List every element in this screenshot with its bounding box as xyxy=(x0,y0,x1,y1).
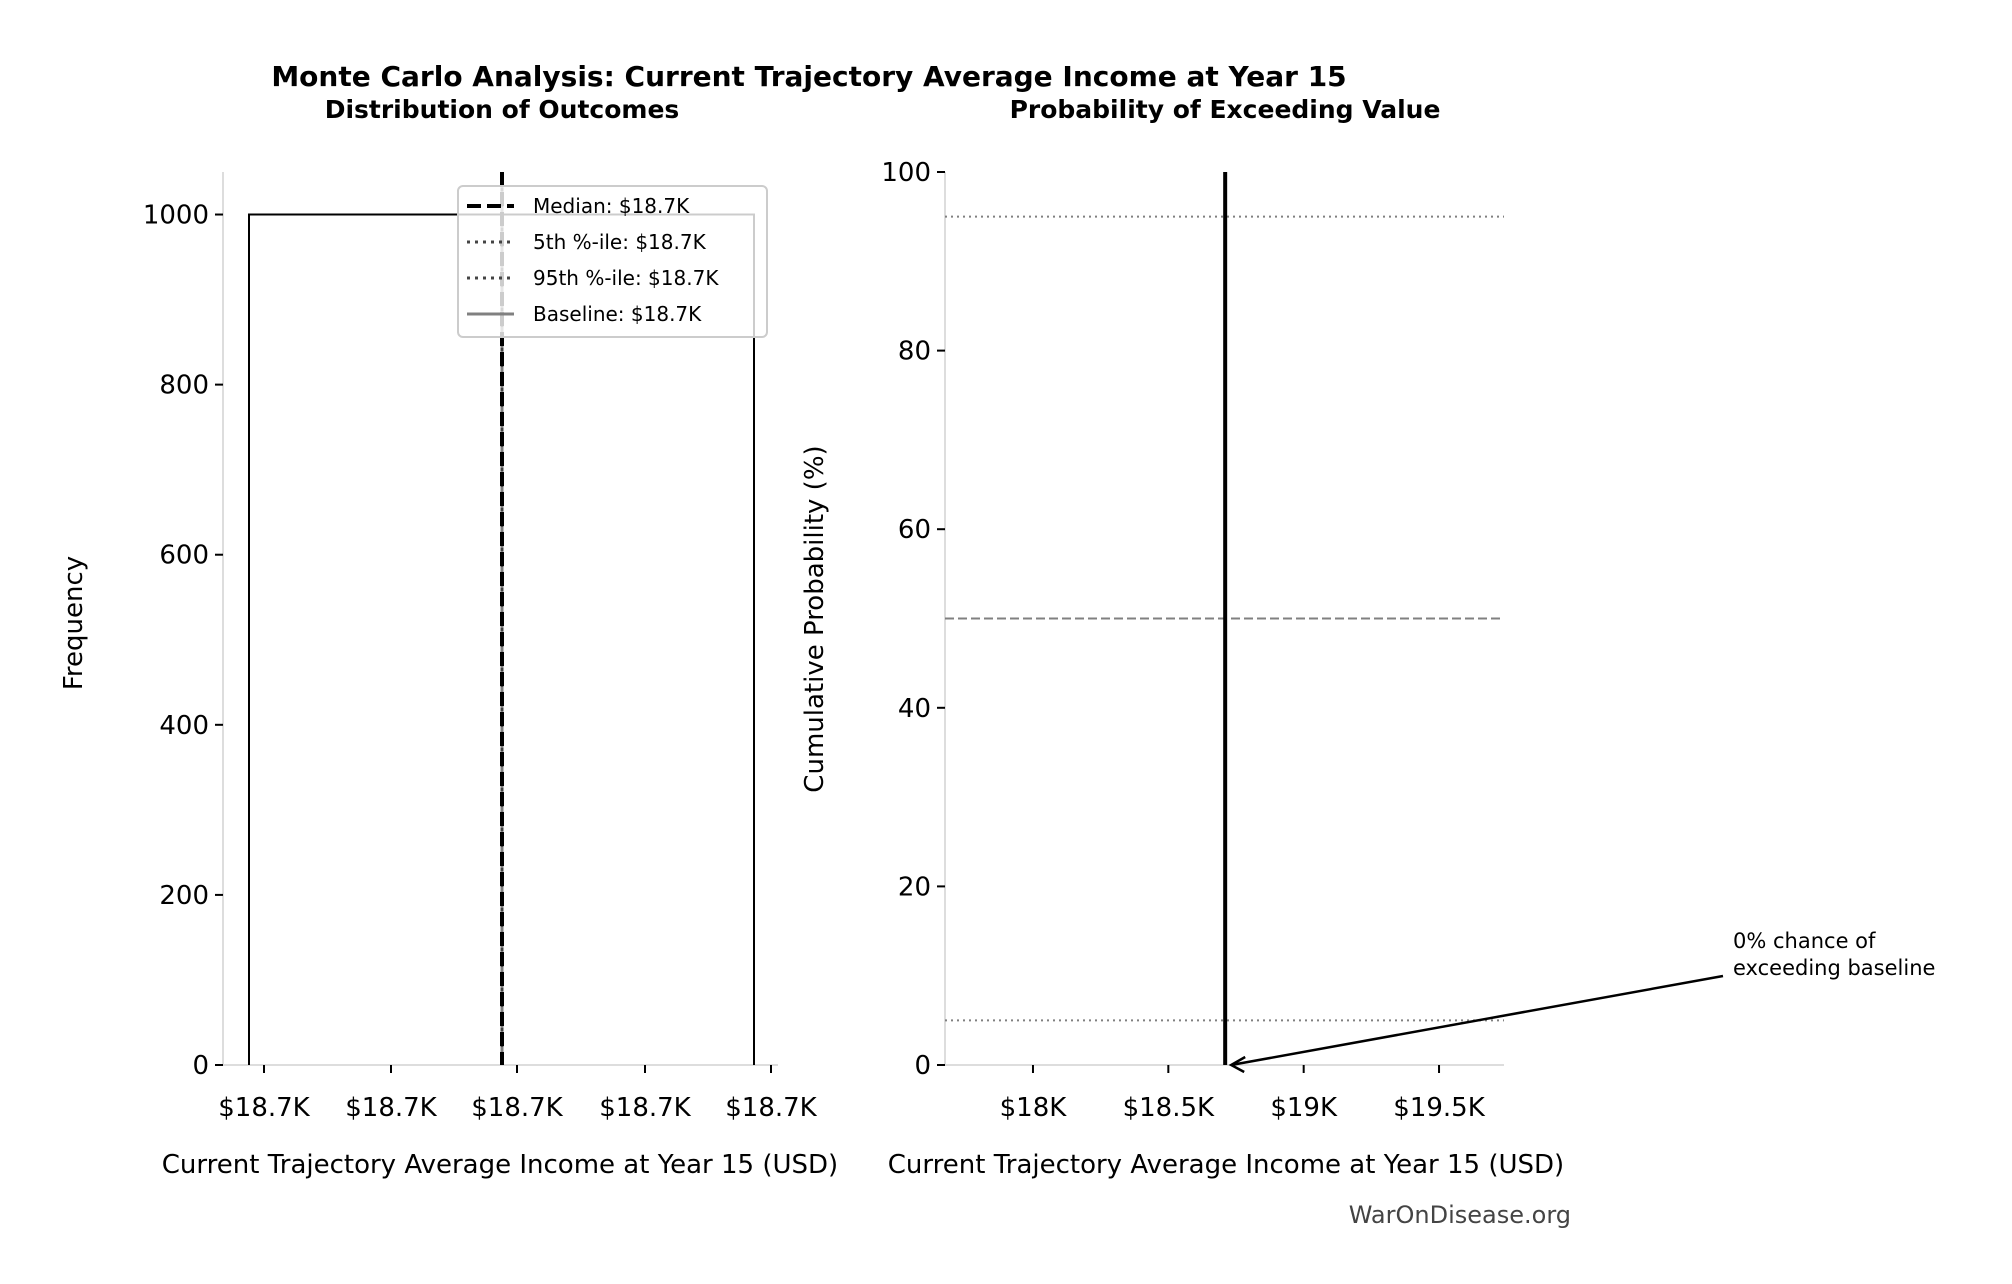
y-tick-label: 40 xyxy=(898,694,931,724)
x-tick-label: $18.7K xyxy=(725,1093,817,1123)
legend-label: Median: $18.7K xyxy=(533,194,690,218)
y-tick-label: 20 xyxy=(898,872,931,902)
y-tick-label: 80 xyxy=(898,337,931,367)
x-tick-label: $18.5K xyxy=(1123,1093,1215,1123)
y-tick-label: 400 xyxy=(159,711,209,741)
x-axis-label: Current Trajectory Average Income at Yea… xyxy=(888,1150,1564,1180)
y-axis-label: Frequency xyxy=(59,556,89,690)
y-tick-label: 600 xyxy=(159,541,209,571)
y-tick-label: 200 xyxy=(159,881,209,911)
legend-box xyxy=(457,185,768,338)
y-tick-label: 1000 xyxy=(143,201,209,231)
figure-title: Monte Carlo Analysis: Current Trajectory… xyxy=(271,60,1346,93)
x-tick-label: $19K xyxy=(1270,1093,1338,1123)
y-tick-label: 0 xyxy=(914,1051,931,1081)
x-tick-label: $18K xyxy=(1000,1093,1068,1123)
x-axis-label: Current Trajectory Average Income at Yea… xyxy=(162,1150,838,1180)
annotation-text: 0% chance of xyxy=(1733,929,1876,953)
y-tick-label: 0 xyxy=(192,1051,209,1081)
annotation-text: exceeding baseline xyxy=(1733,956,1935,980)
x-tick-label: $18.7K xyxy=(471,1093,563,1123)
x-tick-label: $19.5K xyxy=(1393,1093,1485,1123)
legend-label: 95th %-ile: $18.7K xyxy=(533,266,719,290)
legend: Median: $18.7K 5th %-ile: $18.7K 95th %-il… xyxy=(457,185,768,338)
y-tick-label: 60 xyxy=(898,515,931,545)
arrowhead-icon xyxy=(1228,1055,1246,1074)
legend-label: 5th %-ile: $18.7K xyxy=(533,230,707,254)
legend-label: Baseline: $18.7K xyxy=(533,302,702,326)
histogram-axes: 0 200 400 600 800 1000 $18.7K $18.7K $18.7K $18.7… xyxy=(59,172,838,1180)
annotation-arrow xyxy=(1230,974,1724,1067)
watermark: WarOnDisease.org xyxy=(1349,1201,1571,1229)
y-tick-label: 100 xyxy=(881,158,931,188)
x-tick-label: $18.7K xyxy=(599,1093,691,1123)
right-subtitle: Probability of Exceeding Value xyxy=(1010,95,1441,124)
cdf-axes: 0 20 40 60 80 100 $18K $18.5K $19K $19.5K 0% chanc… xyxy=(800,158,1935,1180)
left-subtitle: Distribution of Outcomes xyxy=(325,95,680,124)
x-tick-label: $18.7K xyxy=(345,1093,437,1123)
x-tick-label: $18.7K xyxy=(218,1093,310,1123)
y-axis-label: Cumulative Probability (%) xyxy=(800,445,830,792)
y-tick-label: 800 xyxy=(159,371,209,401)
